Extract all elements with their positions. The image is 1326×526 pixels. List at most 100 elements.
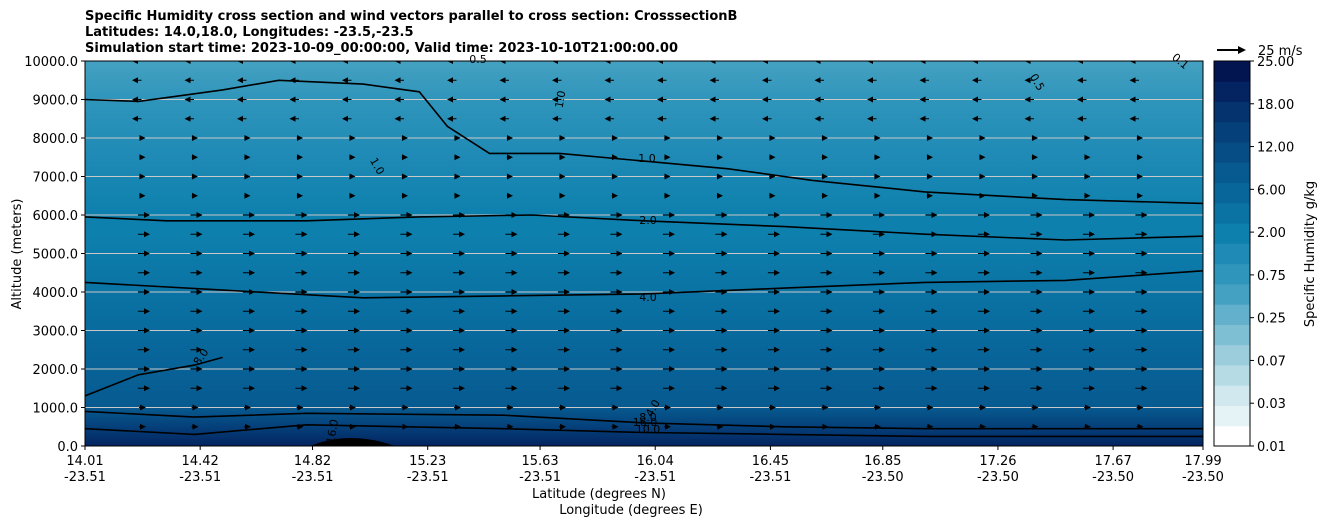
wind-vector [452,346,465,353]
wind-vector [1030,366,1043,372]
wind-vector [454,173,461,180]
wind-vector [1030,308,1043,315]
colorbar-segment [1214,263,1250,285]
wind-vector [552,115,562,122]
wind-vector [184,115,194,122]
wind-vector [662,231,675,238]
colorbar-label: Specific Humidity g/kg [1303,181,1318,327]
wind-vector [190,212,203,218]
wind-vector [137,231,150,238]
wind-vector [820,346,833,353]
colorbar-segment [1214,283,1250,305]
wind-vector [137,212,150,218]
wind-vector [762,77,772,84]
x-tick-label-lon: -23.50 [862,470,904,485]
wind-vector [400,231,413,238]
wind-vector [715,366,728,372]
wind-vector [1135,231,1148,238]
colorbar-segment [1214,101,1250,123]
wind-vector [972,115,982,122]
wind-vector [349,135,356,141]
wind-vector [664,154,671,161]
wind-vector [342,61,352,64]
wind-vector [349,173,356,180]
wind-vector [872,385,885,392]
wind-vector [715,346,728,353]
wind-vector [662,366,675,372]
wind-vector [664,192,671,199]
wind-vector [132,115,142,122]
wind-vector [664,423,671,430]
wind-vector [505,269,518,276]
wind-vector [1030,250,1043,257]
x-tick-label-lon: -23.51 [634,470,676,485]
wind-vector [506,154,513,161]
wind-vector [716,173,723,180]
wind-vector [557,269,570,276]
colorbar-tick-label: 2.00 [1257,226,1286,241]
quiver-key-label: 25 m/s [1258,44,1303,59]
x-tick-label-lat: 17.26 [979,454,1016,469]
wind-vector [1082,212,1095,218]
colorbar-tick-label: 0.01 [1257,440,1286,455]
wind-vector [244,423,251,430]
wind-vector [925,250,938,257]
wind-vector [237,115,247,122]
colorbar-segment [1214,162,1250,184]
quiver-key: 25 m/s [1217,44,1303,59]
wind-vector [814,96,824,103]
wind-vector [552,96,562,103]
wind-vector [925,212,938,218]
wind-vector [295,289,308,295]
wind-vector [1129,96,1139,103]
wind-vector [1129,77,1139,84]
wind-vector [552,61,562,64]
wind-vector [872,231,885,238]
wind-vector [762,96,772,103]
wind-vector [1082,269,1095,276]
wind-vector [191,173,198,180]
wind-vector [559,423,566,430]
wind-vector [347,250,360,257]
wind-vector [190,308,203,315]
wind-vector [1030,269,1043,276]
wind-vector [137,346,150,353]
wind-vector [872,366,885,372]
wind-vector [559,404,566,411]
wind-vector [662,212,675,218]
wind-vector [452,385,465,392]
wind-vector [347,289,360,295]
wind-vector [1136,154,1143,161]
wind-vector [505,250,518,257]
wind-vector [137,385,150,392]
wind-vector [977,231,990,238]
colorbar-tick-label: 0.03 [1257,397,1286,412]
wind-vector [926,154,933,161]
wind-vector [977,385,990,392]
wind-vector [347,269,360,276]
y-tick-label: 0.0 [57,440,78,455]
colorbar-segment [1214,121,1250,143]
wind-vector [557,289,570,295]
wind-vector [1082,385,1095,392]
wind-vector [715,385,728,392]
colorbar-segment [1214,243,1250,265]
wind-vector [190,366,203,372]
colorbar-segment [1214,364,1250,386]
wind-vector [401,404,409,411]
wind-vector [1135,327,1148,334]
wind-vector [1135,250,1148,257]
wind-vector [925,366,938,372]
wind-vector [715,231,728,238]
wind-vector [979,154,986,161]
wind-vector [977,327,990,334]
wind-vector [979,404,986,411]
contour-label: 16.0 [633,416,658,429]
wind-vector [657,77,667,84]
wind-vector [557,385,570,392]
colorbar-tick-label: 0.25 [1257,312,1286,327]
wind-vector [867,96,877,103]
wind-vector [499,115,509,122]
wind-vector [295,385,308,392]
